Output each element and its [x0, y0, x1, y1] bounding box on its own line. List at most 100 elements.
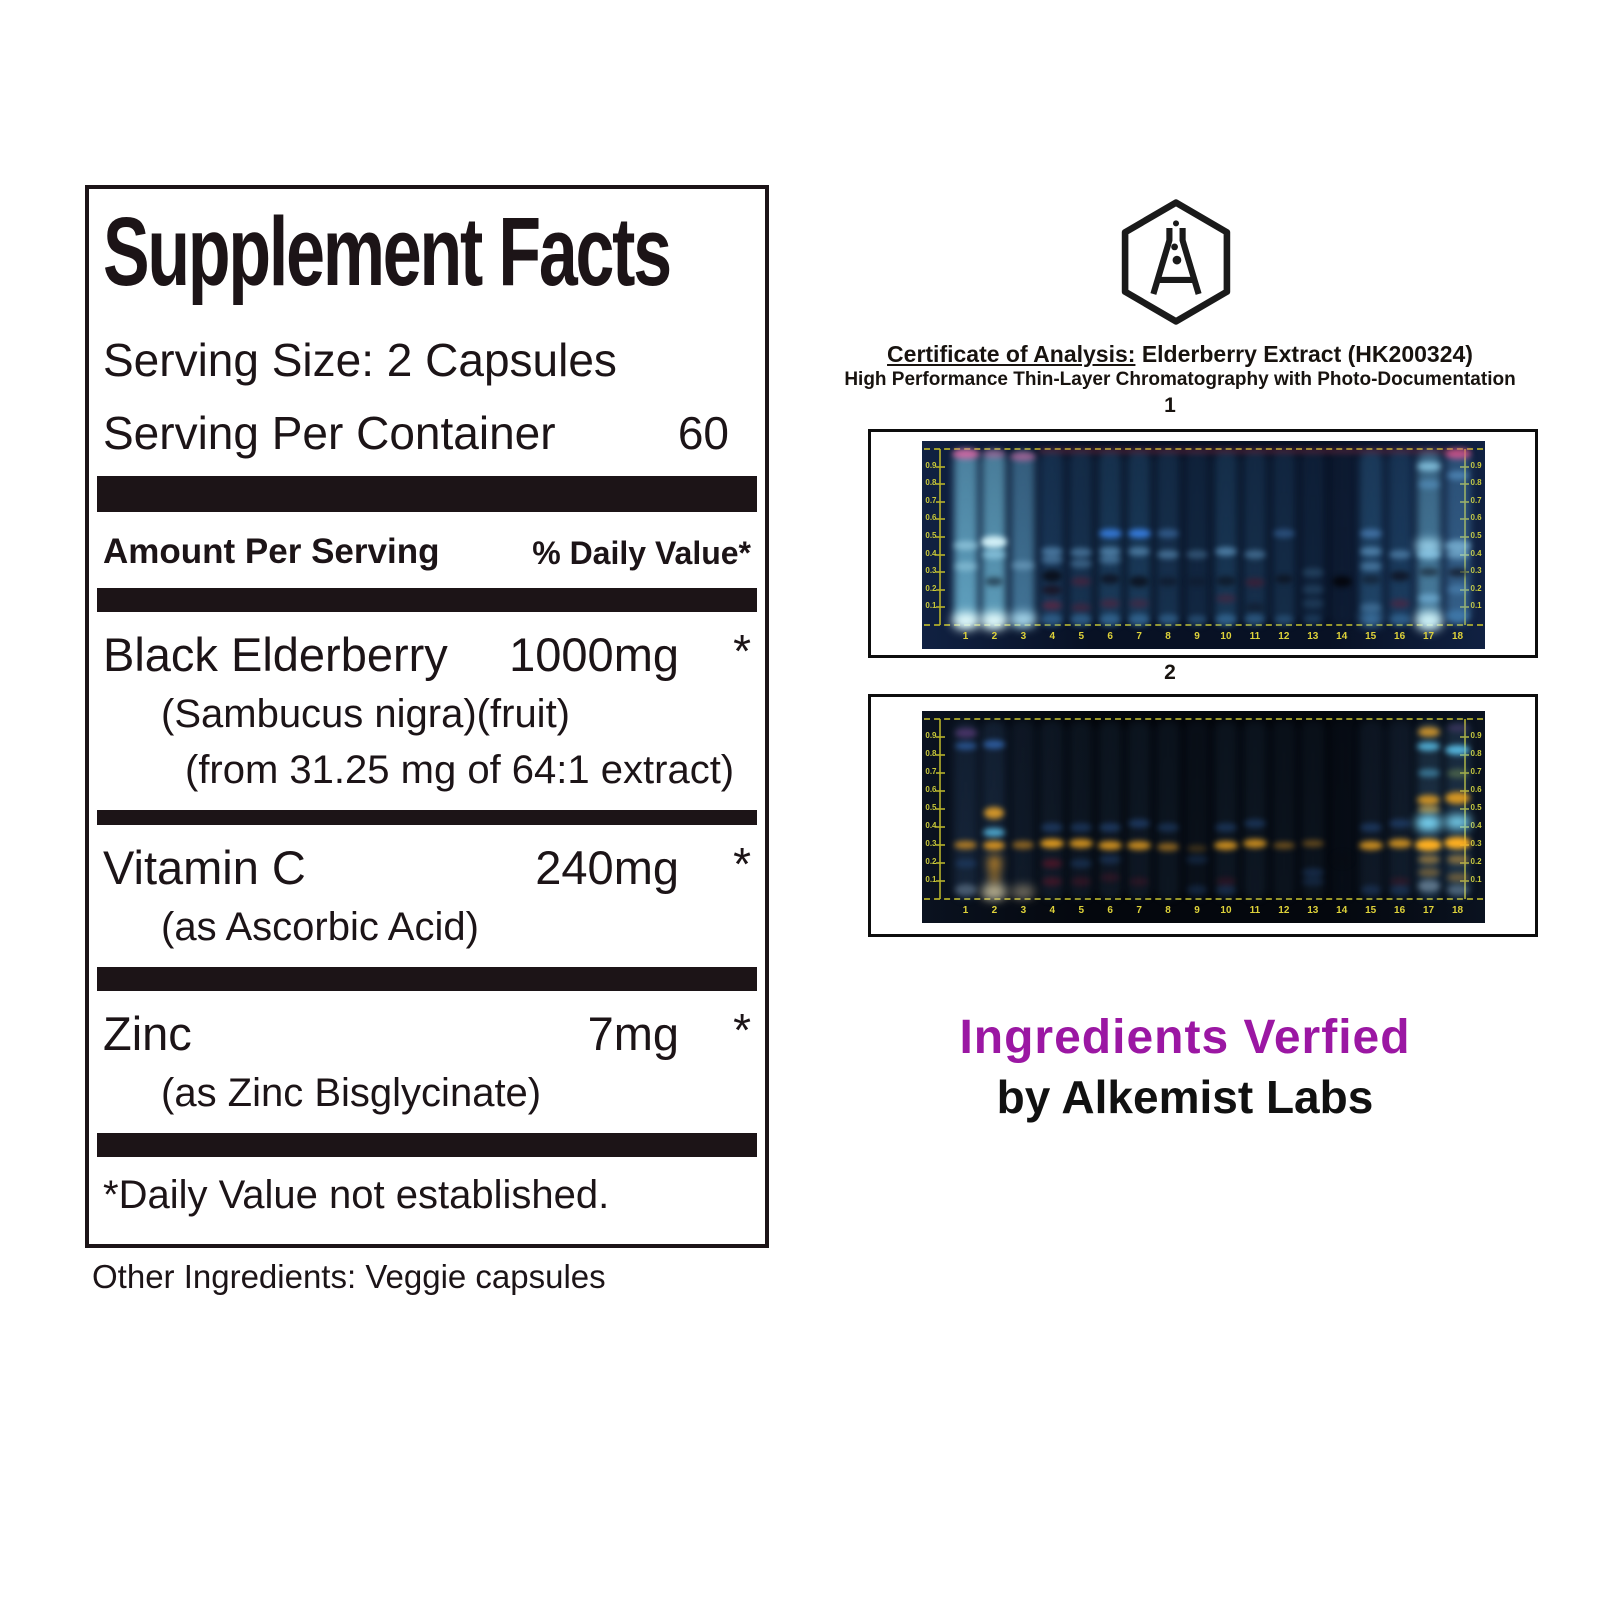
lane-column-glow: [1213, 451, 1238, 625]
rf-tick: [935, 808, 945, 810]
lane-number: 2: [991, 905, 998, 916]
lane-column-glow: [1445, 451, 1470, 625]
lane-band: [1099, 546, 1122, 556]
rf-tick-label: 0.2: [925, 583, 937, 593]
nutrient-name: Vitamin C: [103, 840, 306, 894]
lane-column-glow: [1213, 721, 1238, 899]
divider-bar: [97, 1132, 757, 1157]
certificate-subtitle: High Performance Thin-Layer Chromatograp…: [844, 369, 1516, 390]
lane-band: [1041, 546, 1064, 556]
lane-column-glow: [1242, 721, 1267, 899]
lane-number: 17: [1422, 905, 1435, 916]
nutrient-daily-value: *: [733, 1003, 751, 1056]
lane-band: [1417, 867, 1440, 877]
lane-number: 11: [1249, 631, 1261, 642]
lane-number: 17: [1422, 631, 1435, 642]
lane-band: [1389, 570, 1410, 581]
lane-band: [983, 827, 1006, 837]
lane-column-glow: [1271, 451, 1296, 625]
lane-band: [1273, 614, 1294, 625]
rf-tick-label: 0.3: [1470, 839, 1482, 848]
lane-band: [1214, 546, 1237, 556]
rf-tick: [935, 736, 945, 738]
rf-tick-label: 0.6: [925, 513, 937, 523]
lane-band: [982, 550, 1007, 560]
spacer: [103, 951, 751, 967]
lane-band: [1042, 601, 1063, 611]
lane-band: [1098, 528, 1122, 538]
lane-band: [1071, 576, 1092, 586]
rf-tick-label: 0.3: [925, 566, 937, 576]
lane-band: [1301, 876, 1324, 886]
lane-band: [954, 858, 977, 868]
lane-column-glow: [1011, 721, 1036, 899]
lane-band: [1099, 822, 1122, 832]
lane-column-glow: [1329, 721, 1354, 899]
chromatogram-2-label: 2: [1164, 661, 1176, 684]
lane-band: [1071, 876, 1092, 886]
rf-tick: [1459, 518, 1469, 521]
lane-band: [1444, 837, 1471, 850]
nutrient-amount: 7mg: [587, 1006, 679, 1060]
lane-band: [989, 867, 999, 888]
lane-band: [1446, 724, 1469, 732]
lane-band: [1446, 768, 1469, 778]
rf-tick-label: 0.9: [925, 460, 937, 470]
chromatogram-2-frame: 0.9 0.9 0.8 0.8 0.7 0.7 0.6 0.6 0.5 0.5 0.4 0.4 0.3 0…: [868, 694, 1538, 937]
lane-number: 14: [1336, 905, 1348, 916]
lane-band: [1187, 576, 1208, 586]
rf-tick: [1459, 754, 1469, 756]
rf-tick-label: 0.4: [925, 548, 937, 558]
lane-band: [1187, 614, 1208, 625]
lane-band: [1042, 584, 1063, 595]
lane-band: [1071, 602, 1092, 612]
lane-band: [1070, 558, 1093, 568]
divider-bar: [97, 809, 757, 825]
lane-column-glow: [953, 451, 978, 625]
lane-band: [1360, 885, 1381, 895]
lane-band: [952, 541, 979, 551]
lane-band: [1215, 876, 1236, 886]
rf-tick-label: 0.4: [1470, 821, 1482, 830]
lane-band: [1359, 822, 1382, 832]
lane-band: [1274, 575, 1293, 584]
chromatogram-1-image: 0.9 0.9 0.8 0.8 0.7 0.7 0.6 0.6 0.5 0.5 0.4 0.4 0.3 0…: [921, 441, 1485, 649]
lane-band: [1301, 585, 1324, 595]
plate-top-dashed-line: [923, 448, 1483, 450]
lane-number: 18: [1451, 631, 1464, 642]
nutrient-rows: Black Elderberry 1000mg * (Sambucus nigra)(…: [97, 612, 757, 1157]
top-smear: [1038, 447, 1472, 454]
lane-band: [1242, 838, 1267, 848]
lane-number: 10: [1220, 631, 1232, 642]
lane-band: [954, 728, 977, 739]
rf-tick-label: 0.9: [1470, 731, 1482, 740]
lane-band: [1415, 815, 1443, 832]
lane-column-glow: [1127, 451, 1152, 625]
lane-column-glow: [1127, 721, 1152, 899]
rf-tick: [1459, 483, 1469, 486]
rf-tick-label: 0.9: [1470, 460, 1482, 470]
lane-band: [1387, 838, 1412, 848]
lane-number: 5: [1078, 631, 1085, 642]
rf-tick-label: 0.2: [1470, 583, 1482, 593]
rf-tick: [1459, 588, 1469, 591]
lane-band: [1417, 479, 1440, 489]
lane-band: [1070, 613, 1093, 626]
lane-band: [1388, 818, 1411, 828]
rf-tick: [935, 754, 945, 756]
rf-tick: [1459, 808, 1469, 810]
lane-number: 1: [962, 631, 969, 642]
lane-band: [1301, 599, 1324, 609]
lane-number: 7: [1136, 631, 1142, 642]
lane-band: [1215, 594, 1236, 604]
certificate-title-label: Certificate of Analysis:: [887, 341, 1136, 367]
rf-tick-label: 0.6: [1470, 785, 1482, 794]
lane-band: [1187, 845, 1208, 853]
lane-column-glow: [1329, 451, 1354, 625]
lane-band: [1272, 528, 1295, 538]
rf-tick-label: 0.1: [925, 601, 937, 611]
lane-band: [1445, 792, 1470, 805]
lane-band: [1417, 741, 1441, 751]
lane-column-glow: [1156, 451, 1181, 625]
